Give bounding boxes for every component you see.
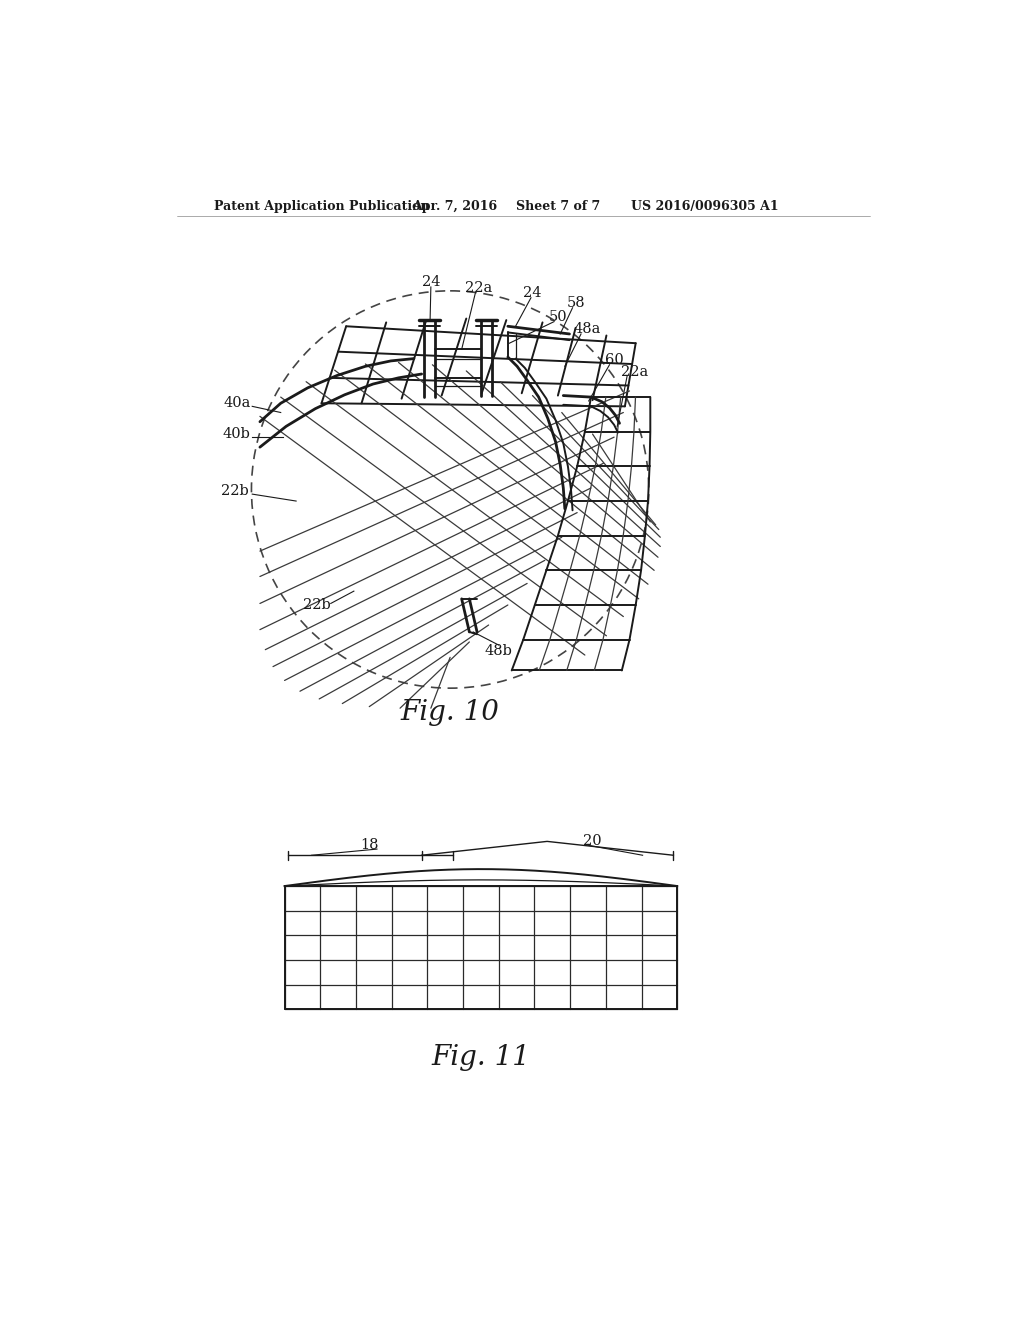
Text: 24: 24 [523,286,542,300]
Text: 22a: 22a [622,366,648,379]
Text: Fig. 11: Fig. 11 [431,1044,530,1072]
Text: 40a: 40a [223,396,251,411]
Text: 22b: 22b [303,598,331,612]
Text: 24: 24 [422,275,440,289]
Text: 48b: 48b [484,644,513,659]
Text: 60: 60 [605,354,624,367]
Text: Fig. 10: Fig. 10 [400,700,500,726]
Text: 58: 58 [566,296,585,310]
Text: 40b: 40b [223,428,251,441]
Text: US 2016/0096305 A1: US 2016/0096305 A1 [631,199,778,213]
Text: Sheet 7 of 7: Sheet 7 of 7 [515,199,600,213]
Text: Patent Application Publication: Patent Application Publication [214,199,429,213]
Text: 22a: 22a [465,281,493,294]
Text: 48a: 48a [573,322,601,337]
Text: 50: 50 [549,310,567,323]
Text: Apr. 7, 2016: Apr. 7, 2016 [412,199,497,213]
Text: 20: 20 [584,834,602,847]
Text: 18: 18 [360,838,379,853]
Text: 22b: 22b [220,484,249,498]
